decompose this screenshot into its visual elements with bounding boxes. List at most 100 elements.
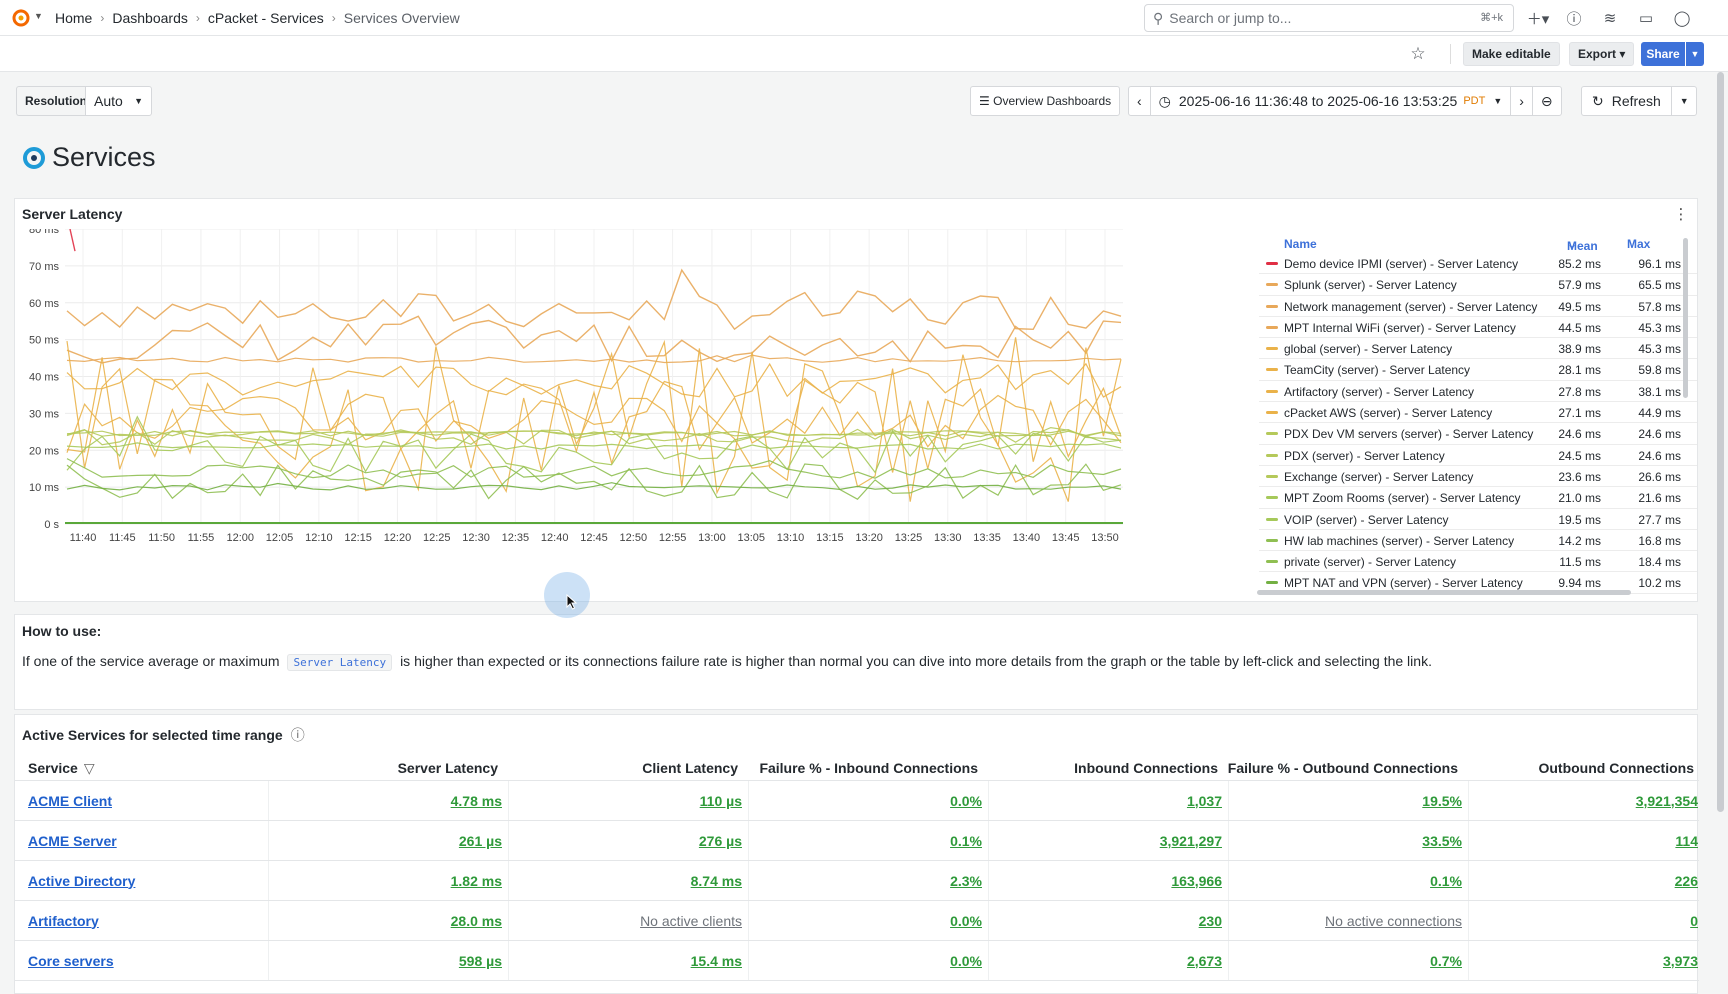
time-forward-button[interactable]: › xyxy=(1511,87,1533,115)
filter-icon[interactable]: ▽ xyxy=(83,759,95,776)
panel-title[interactable]: Server Latency xyxy=(22,206,123,222)
services-title: Active Services for selected time range … xyxy=(22,725,305,745)
value-link[interactable]: 0.0% xyxy=(950,952,982,969)
chevron-down-icon[interactable]: ▼ xyxy=(34,11,43,21)
value-link[interactable]: 33.5% xyxy=(1422,832,1462,849)
panel-menu-icon[interactable]: ⋮ xyxy=(1673,206,1689,223)
legend-max-header[interactable]: Max xyxy=(1627,237,1651,251)
legend-item[interactable]: private (server) - Server Latency 11.5 ms… xyxy=(1259,551,1697,573)
value-link[interactable]: 0.1% xyxy=(950,832,982,849)
legend-name-header[interactable]: Name xyxy=(1284,237,1317,251)
latency-chart[interactable]: 0 s 10 ms 20 ms 30 ms 40 ms 50 ms 60 ms 70 ms 80… xyxy=(15,229,1245,603)
value-link[interactable]: 0.1% xyxy=(1430,872,1462,889)
legend-item[interactable]: Demo device IPMI (server) - Server Laten… xyxy=(1259,253,1697,275)
legend-item[interactable]: TeamCity (server) - Server Latency 28.1 m… xyxy=(1259,359,1697,381)
search-input[interactable]: ⚲ Search or jump to... ⌘+k xyxy=(1144,4,1514,32)
column-header-client-latency[interactable]: Client Latency xyxy=(642,760,738,776)
legend-item[interactable]: VOIP (server) - Server Latency 19.5 ms 27.… xyxy=(1259,509,1697,530)
value-link[interactable]: 8.74 ms xyxy=(690,872,742,889)
make-editable-button[interactable]: Make editable xyxy=(1463,42,1560,66)
grafana-logo-icon[interactable] xyxy=(10,7,32,29)
info-icon[interactable]: ⓘ xyxy=(290,727,305,743)
value-link[interactable]: No active clients xyxy=(640,912,742,929)
value-link[interactable]: 163,966 xyxy=(1171,872,1222,889)
x-tick-label: 13:25 xyxy=(895,532,923,544)
service-link[interactable]: Active Directory xyxy=(28,872,136,889)
resolution-select[interactable]: Auto ▼ xyxy=(85,86,152,116)
table-row: Active Directory 1.82 ms 8.74 ms 2.3% 163,96… xyxy=(15,861,1699,901)
series-line xyxy=(66,463,1122,500)
legend-item[interactable]: Artifactory (server) - Server Latency 27.… xyxy=(1259,381,1697,403)
clock-icon: ◷ xyxy=(1158,92,1171,109)
legend-item[interactable]: global (server) - Server Latency 38.9 ms 4… xyxy=(1259,338,1697,360)
legend-item[interactable]: Splunk (server) - Server Latency 57.9 ms 6… xyxy=(1259,274,1697,296)
column-header-failure-outbound[interactable]: Failure % - Outbound Connections xyxy=(1227,760,1458,776)
service-link[interactable]: Core servers xyxy=(28,952,114,969)
value-link[interactable]: 0.7% xyxy=(1430,952,1462,969)
help-icon[interactable]: ⓘ xyxy=(1566,10,1582,28)
value-link[interactable]: 598 µs xyxy=(458,952,502,969)
value-link[interactable]: 15.4 ms xyxy=(690,952,742,969)
news-feed-icon[interactable]: ≋ xyxy=(1603,10,1617,27)
resolution-value: Auto xyxy=(94,93,123,109)
legend-item[interactable]: HW lab machines (server) - Server Latenc… xyxy=(1259,530,1697,552)
refresh-interval-dropdown[interactable]: ▼ xyxy=(1679,96,1689,106)
legend-item[interactable]: Exchange (server) - Server Latency 23.6 m… xyxy=(1259,466,1697,488)
value-link[interactable]: 28.0 ms xyxy=(450,912,502,929)
value-link[interactable]: 230 xyxy=(1198,912,1222,929)
service-link[interactable]: Artifactory xyxy=(28,912,99,929)
breadcrumb-folder[interactable]: cPacket - Services xyxy=(207,10,324,26)
value-link[interactable]: 276 µs xyxy=(698,832,742,849)
overview-dashboards-button[interactable]: ☰ Overview Dashboards xyxy=(970,86,1121,116)
legend-item[interactable]: PDX Dev VM servers (server) - Server Lat… xyxy=(1259,423,1697,445)
export-button[interactable]: Export ▾ xyxy=(1569,42,1635,66)
value-link[interactable]: No active connections xyxy=(1325,912,1462,929)
add-new-icon[interactable]: ＋▾ xyxy=(1526,10,1550,28)
page-scrollbar[interactable] xyxy=(1717,72,1724,812)
share-button[interactable]: Share xyxy=(1641,42,1685,66)
value-link[interactable]: 226 xyxy=(1674,872,1698,889)
breadcrumb-dashboards[interactable]: Dashboards xyxy=(112,10,188,26)
column-header-server-latency[interactable]: Server Latency xyxy=(397,760,498,776)
legend-scrollbar-horizontal[interactable] xyxy=(1257,590,1631,595)
kiosk-mode-icon[interactable]: ▭ xyxy=(1638,10,1654,27)
value-link[interactable]: 19.5% xyxy=(1422,792,1462,809)
zoom-out-button[interactable]: ⊖ xyxy=(1540,92,1553,109)
share-dropdown-icon[interactable]: ▼ xyxy=(1686,42,1704,66)
value-link[interactable]: 1,037 xyxy=(1186,792,1222,809)
value-link[interactable]: 2,673 xyxy=(1186,952,1222,969)
service-link[interactable]: ACME Client xyxy=(28,792,112,809)
series-line xyxy=(66,428,1122,446)
value-link[interactable]: 110 µs xyxy=(699,792,742,809)
legend-mean-header[interactable]: Mean ⌄ xyxy=(1567,237,1598,253)
column-header-outbound-connections[interactable]: Outbound Connections xyxy=(1538,760,1694,776)
value-link[interactable]: 4.78 ms xyxy=(450,792,502,809)
legend-series-name: MPT Zoom Rooms (server) - Server Latency xyxy=(1284,491,1521,506)
value-link[interactable]: 0.0% xyxy=(950,792,982,809)
value-link[interactable]: 261 µs xyxy=(458,832,502,849)
time-back-button[interactable]: ‹ xyxy=(1129,87,1151,115)
value-link[interactable]: 2.3% xyxy=(950,872,982,889)
value-link[interactable]: 1.82 ms xyxy=(450,872,502,889)
time-range-button[interactable]: ◷ 2025-06-16 11:36:48 to 2025-06-16 13:5… xyxy=(1151,87,1512,115)
value-link[interactable]: 0 xyxy=(1690,912,1698,929)
value-link[interactable]: 114 xyxy=(1675,832,1698,849)
user-avatar-icon[interactable]: ◯ xyxy=(1673,10,1691,27)
service-link[interactable]: ACME Server xyxy=(28,832,117,849)
legend-item[interactable]: MPT Internal WiFi (server) - Server Late… xyxy=(1259,317,1697,339)
value-link[interactable]: 0.0% xyxy=(950,912,982,929)
legend-scrollbar-vertical[interactable] xyxy=(1683,238,1688,398)
breadcrumb-home[interactable]: Home xyxy=(55,10,93,26)
value-link[interactable]: 3,921,297 xyxy=(1159,832,1222,849)
column-header-failure-inbound[interactable]: Failure % - Inbound Connections xyxy=(759,760,978,776)
legend-item[interactable]: cPacket AWS (server) - Server Latency 27.… xyxy=(1259,402,1697,424)
star-icon[interactable]: ☆ xyxy=(1410,44,1426,63)
legend-item[interactable]: Network management (server) - Server Lat… xyxy=(1259,296,1697,317)
column-header-inbound-connections[interactable]: Inbound Connections xyxy=(1074,760,1218,776)
column-header-service[interactable]: Service ▽ xyxy=(28,755,268,781)
legend-item[interactable]: MPT Zoom Rooms (server) - Server Latency… xyxy=(1259,487,1697,509)
value-link[interactable]: 3,921,354 xyxy=(1635,792,1698,809)
legend-item[interactable]: PDX (server) - Server Latency 24.5 ms 24.6… xyxy=(1259,445,1697,466)
value-link[interactable]: 3,973 xyxy=(1662,952,1698,969)
refresh-button[interactable]: ↻ Refresh xyxy=(1582,87,1672,115)
